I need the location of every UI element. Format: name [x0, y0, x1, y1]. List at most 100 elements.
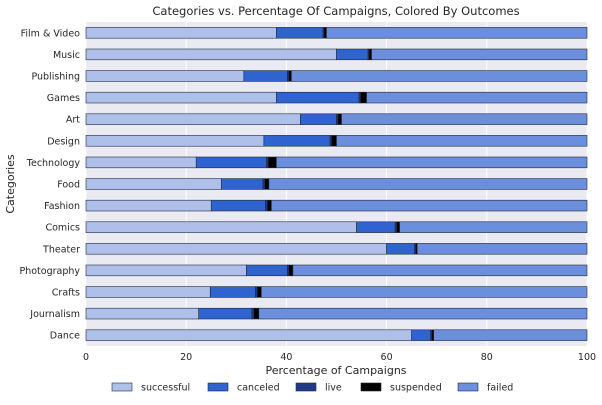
bar-segment-suspended	[264, 178, 270, 190]
bar-segment-canceled	[243, 70, 288, 82]
bar-segment-successful	[85, 199, 212, 212]
bar-segment-canceled	[263, 135, 331, 147]
bar-segment-failed	[291, 70, 588, 82]
bar-segment-failed	[292, 264, 588, 277]
bar-segment-live	[255, 286, 258, 298]
legend: successful canceled live suspended failed	[111, 382, 513, 394]
bar-segment-suspended	[288, 70, 292, 82]
bar-segment-canceled	[246, 264, 288, 277]
bar-segment-failed	[341, 113, 588, 125]
bar-segment-live	[265, 199, 268, 212]
bar-segment-canceled	[276, 27, 324, 39]
bar-segment-suspended	[360, 91, 367, 104]
y-tick-labels: Film & Video Music Publishing Games Art Desig…	[19, 28, 80, 341]
bar-segment-successful	[85, 307, 200, 320]
legend-label-canceled: canceled	[237, 383, 280, 394]
x-axis-label: Percentage of Campaigns	[265, 364, 406, 377]
y-tick-label: Design	[47, 136, 80, 147]
bar-segment-suspended	[368, 48, 372, 61]
bar-segment-failed	[366, 91, 588, 104]
bar-segment-suspended	[337, 113, 342, 125]
bar-segment-successful	[85, 91, 277, 104]
legend-label-successful: successful	[141, 383, 190, 394]
legend-swatch-canceled	[207, 382, 229, 392]
x-tick-label: 60	[381, 352, 393, 363]
y-axis-label: Categories	[4, 154, 17, 214]
y-tick-label: Crafts	[52, 288, 80, 299]
bar-segment-successful	[85, 27, 277, 39]
bar-segment-failed	[258, 307, 588, 320]
y-tick-label: Comics	[45, 223, 80, 234]
bar-segment-canceled	[195, 156, 267, 169]
y-tick-label: Journalism	[29, 309, 80, 320]
legend-swatch-live	[295, 382, 317, 392]
x-tick-label: 40	[280, 352, 292, 363]
legend-swatch-successful	[111, 382, 133, 392]
bar-segment-successful	[85, 329, 412, 341]
legend-label-suspended: suspended	[390, 383, 442, 394]
bar-segment-canceled	[300, 113, 337, 125]
bar-segment-live	[266, 156, 269, 169]
y-tick-label: Publishing	[31, 72, 80, 83]
bar-segment-live	[262, 178, 266, 190]
bar-segment-failed	[416, 243, 588, 255]
bar-segment-successful	[85, 48, 337, 61]
bar-segment-canceled	[356, 221, 396, 233]
y-tick-label: Dance	[50, 331, 80, 342]
bar-segment-suspended	[396, 221, 400, 233]
y-tick-label: Theater	[42, 244, 80, 255]
chart-title: Categories vs. Percentage Of Campaigns, …	[152, 4, 519, 18]
y-tick-label: Games	[47, 93, 80, 104]
bar-segment-canceled	[209, 286, 256, 298]
legend-label-live: live	[325, 383, 342, 394]
y-tick-label: Food	[57, 180, 80, 191]
y-tick-label: Music	[53, 50, 80, 61]
bar-segment-successful	[85, 264, 247, 277]
bar-segment-live	[251, 307, 255, 320]
bar-segment-successful	[85, 178, 222, 190]
bar-segment-suspended	[288, 264, 294, 277]
bar-segment-failed	[433, 329, 588, 341]
bar-segment-canceled	[276, 91, 360, 104]
bar-segment-suspended	[323, 27, 327, 39]
bar-segment-canceled	[411, 329, 431, 341]
bar-segment-suspended	[431, 329, 434, 341]
y-tick-label: Photography	[19, 266, 80, 277]
bar-segment-suspended	[257, 286, 262, 298]
bar-segment-successful	[85, 113, 301, 125]
bar-segment-failed	[371, 48, 588, 61]
bar-segment-canceled	[386, 243, 415, 255]
bar-segment-suspended	[253, 307, 260, 320]
bar-segment-failed	[276, 156, 588, 169]
x-tick-label: 0	[83, 352, 89, 363]
bar-segment-failed	[261, 286, 588, 298]
bar-segment-successful	[85, 156, 197, 169]
y-tick-label: Film & Video	[21, 28, 81, 39]
bar-segment-suspended	[268, 156, 277, 169]
bar-segment-failed	[336, 135, 588, 147]
legend-swatch-suspended	[360, 382, 382, 392]
bar-segment-failed	[271, 199, 588, 212]
bar-segment-suspended	[331, 135, 337, 147]
bar-segment-suspended	[267, 199, 272, 212]
bar-segment-successful	[85, 286, 211, 298]
bar-segment-failed	[268, 178, 588, 190]
x-tick-label: 20	[180, 352, 192, 363]
y-tick-label: Fashion	[44, 201, 80, 212]
bar-segment-canceled	[210, 199, 266, 212]
bars	[85, 27, 588, 341]
x-tick-label: 100	[578, 352, 596, 363]
bar-segment-successful	[85, 221, 357, 233]
bar-segment-canceled	[220, 178, 264, 190]
bar-segment-failed	[326, 27, 588, 39]
bar-segment-successful	[85, 135, 265, 147]
bar-segment-failed	[399, 221, 588, 233]
bar-segment-canceled	[198, 307, 253, 320]
legend-label-failed: failed	[487, 383, 513, 394]
bar-segment-successful	[85, 243, 387, 255]
x-tick-label: 80	[481, 352, 493, 363]
x-tick-labels: 0 20 40 60 80 100	[83, 352, 596, 363]
y-tick-label: Art	[66, 115, 80, 126]
legend-swatch-failed	[457, 382, 479, 392]
